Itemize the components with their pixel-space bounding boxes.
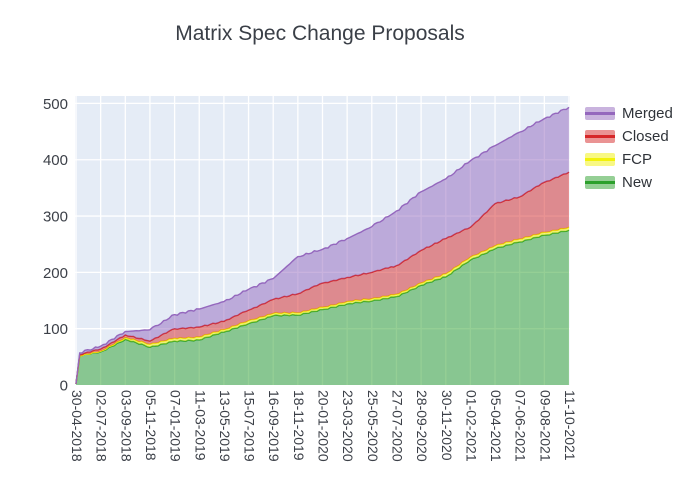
chart-title: Matrix Spec Change Proposals <box>175 22 465 45</box>
y-tick-label: 500 <box>43 96 68 113</box>
legend-item-merged[interactable]: Merged <box>585 105 673 122</box>
x-tick-label: 05-04-2021 <box>488 390 504 462</box>
legend-swatch-icon <box>585 176 615 189</box>
y-tick-label: 0 <box>60 378 68 395</box>
area-new <box>76 230 569 385</box>
x-tick-label: 30-04-2018 <box>69 390 85 462</box>
x-tick-label: 30-11-2020 <box>439 390 455 461</box>
legend-label: FCP <box>622 151 652 168</box>
area-merged <box>76 107 569 384</box>
x-tick-label: 01-02-2021 <box>463 390 479 462</box>
legend-item-closed[interactable]: Closed <box>585 128 673 145</box>
x-tick-label: 11-03-2019 <box>192 390 208 461</box>
x-tick-label: 28-09-2020 <box>414 390 430 462</box>
x-tick-label: 11-10-2021 <box>562 390 578 461</box>
y-tick-label: 200 <box>43 265 68 282</box>
x-tick-label: 03-09-2018 <box>118 390 134 462</box>
x-tick-label: 23-03-2020 <box>340 390 356 462</box>
legend-item-fcp[interactable]: FCP <box>585 151 673 168</box>
x-tick-label: 15-07-2019 <box>242 390 258 462</box>
x-tick-label: 25-05-2020 <box>365 390 381 462</box>
legend: Merged Closed FCP New <box>585 105 673 191</box>
legend-swatch-line <box>585 158 615 161</box>
x-tick-label: 05-11-2018 <box>143 390 159 461</box>
x-tick-label: 09-08-2021 <box>537 390 553 462</box>
legend-swatch-icon <box>585 107 615 120</box>
y-tick-label: 400 <box>43 152 68 169</box>
legend-label: Closed <box>622 128 669 145</box>
legend-swatch-icon <box>585 130 615 143</box>
legend-label: Merged <box>622 105 673 122</box>
y-tick-label: 100 <box>43 321 68 338</box>
x-tick-label: 07-06-2021 <box>513 390 529 462</box>
x-tick-label: 16-09-2019 <box>266 390 282 462</box>
x-tick-label: 07-01-2019 <box>168 390 184 462</box>
x-tick-label: 18-11-2019 <box>291 390 307 461</box>
y-tick-label: 300 <box>43 209 68 226</box>
x-tick-label: 02-07-2018 <box>94 390 110 462</box>
legend-item-new[interactable]: New <box>585 174 673 191</box>
legend-swatch-line <box>585 135 615 138</box>
legend-swatch-line <box>585 181 615 184</box>
x-tick-label: 27-07-2020 <box>389 390 405 462</box>
line-merged <box>75 106 570 384</box>
area-closed <box>76 172 569 384</box>
legend-swatch-line <box>585 112 615 115</box>
legend-swatch-icon <box>585 153 615 166</box>
x-tick-label: 13-05-2019 <box>217 390 233 462</box>
legend-label: New <box>622 174 653 191</box>
x-tick-label: 20-01-2020 <box>316 390 332 462</box>
